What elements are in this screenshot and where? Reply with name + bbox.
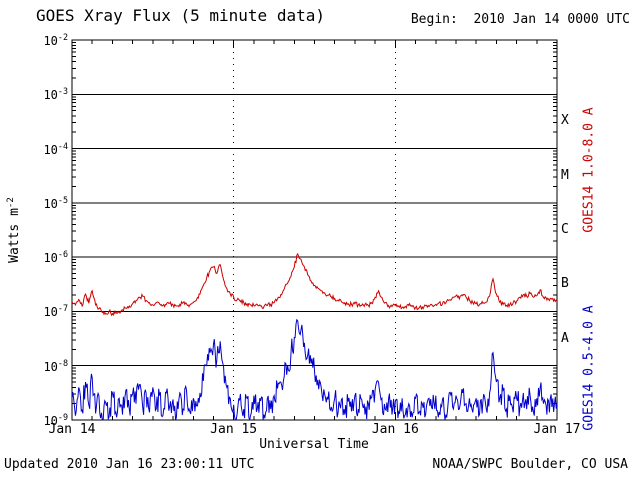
begin-timestamp: Begin: 2010 Jan 14 0000 UTC [410, 12, 630, 27]
y-axis-title-base: Watts m [7, 208, 23, 263]
y-axis-title-exponent: -2 [5, 197, 16, 209]
y-tick-label: 10-4 [43, 140, 68, 157]
x-tick-label: Jan 16 [371, 422, 419, 437]
series-label-long-channel: GOES14 1.0-8.0 A [581, 107, 597, 233]
credit: NOAA/SWPC Boulder, CO USA [432, 457, 628, 472]
x-tick-label: Jan 14 [48, 422, 96, 437]
x-tick-label: Jan 17 [533, 422, 581, 437]
series-label-short-channel: GOES14 0.5-4.0 A [581, 305, 597, 431]
x-tick-label: Jan 15 [210, 422, 258, 437]
y-tick-label: 10-8 [43, 357, 68, 374]
flare-class-label: C [561, 222, 569, 237]
series-line-0 [72, 252, 557, 317]
y-tick-label: 10-5 [43, 194, 68, 211]
series-line-1 [72, 318, 557, 420]
plot-frame [71, 39, 558, 421]
flare-class-label: M [561, 167, 569, 183]
y-tick-label: 10-6 [43, 249, 68, 266]
y-tick-label: 10-9 [43, 412, 68, 428]
y-axis-title: Watts m-2 [6, 197, 22, 263]
flare-class-label: B [561, 276, 569, 292]
flare-class-label: X [561, 113, 569, 129]
x-axis-title: Universal Time [259, 437, 369, 452]
y-tick-label: 10-2 [43, 32, 68, 48]
page-title: GOES Xray Flux (5 minute data) [36, 6, 325, 25]
updated-timestamp: Updated 2010 Jan 16 23:00:11 UTC [4, 457, 255, 472]
y-tick-label: 10-3 [43, 86, 68, 103]
y-tick-label: 10-7 [43, 303, 68, 320]
flare-class-label: A [561, 330, 569, 346]
